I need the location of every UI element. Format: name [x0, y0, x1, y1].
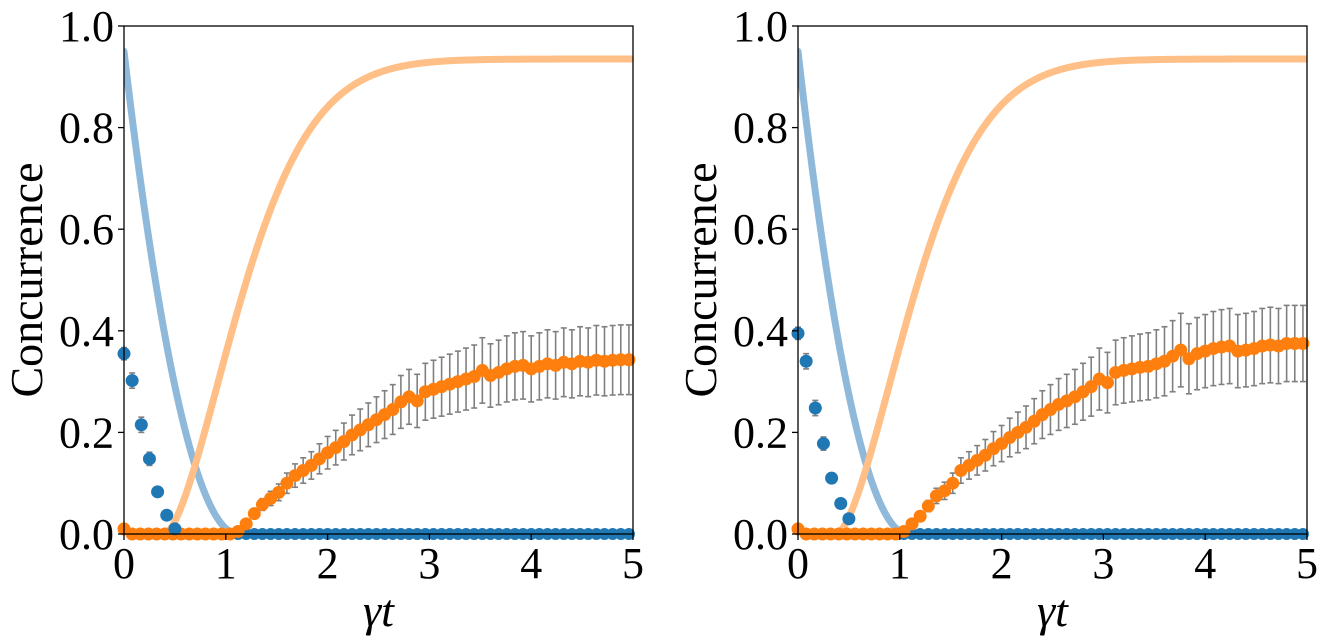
- x-tick-label: 1: [215, 539, 237, 588]
- blue-point: [842, 512, 856, 526]
- orange-point: [272, 485, 286, 499]
- x-tick-label: 2: [317, 539, 339, 588]
- orange-point: [247, 507, 261, 521]
- blue-point: [168, 522, 182, 536]
- orange-point: [231, 524, 245, 538]
- y-tick-label: 0.8: [733, 104, 788, 153]
- orange-point: [1174, 343, 1188, 357]
- x-tick-label: 2: [991, 539, 1013, 588]
- blue-point: [808, 401, 822, 415]
- y-tick-label: 1.0: [733, 2, 788, 51]
- x-tick-label: 1: [889, 539, 911, 588]
- x-tick-label: 4: [520, 539, 542, 588]
- y-tick-label: 0.4: [59, 307, 114, 356]
- theory-blue-line: [124, 47, 242, 534]
- orange-point: [622, 353, 636, 367]
- orange-point: [913, 509, 927, 523]
- y-tick-label: 0.6: [733, 205, 788, 254]
- blue-point: [160, 508, 174, 522]
- x-tick-label: 3: [418, 539, 440, 588]
- plot-area: [798, 47, 1307, 534]
- orange-point: [897, 524, 911, 538]
- orange-point: [239, 517, 253, 531]
- blue-point: [134, 418, 148, 432]
- blue-point: [125, 374, 139, 388]
- blue-point: [151, 485, 165, 499]
- plot-area: [124, 47, 633, 534]
- blue-point: [142, 452, 156, 466]
- x-tick-label: 0: [787, 539, 809, 588]
- x-tick-label: 3: [1092, 539, 1114, 588]
- y-tick-label: 1.0: [59, 2, 114, 51]
- theory-orange-line: [833, 55, 1307, 534]
- theory-orange-line: [161, 55, 633, 534]
- y-tick-label: 0.4: [733, 307, 788, 356]
- blue-point: [799, 354, 813, 368]
- blue-point: [834, 497, 848, 511]
- orange-point: [1100, 376, 1114, 390]
- axes-frame: [797, 25, 1308, 535]
- orange-point: [921, 499, 935, 513]
- y-tick-label: 0.0: [59, 510, 114, 559]
- y-tick-label: 0.6: [59, 205, 114, 254]
- x-tick-label: 5: [622, 539, 644, 588]
- y-tick-label: 0.2: [733, 408, 788, 457]
- orange-point: [386, 403, 400, 417]
- orange-point: [280, 476, 294, 490]
- axes-frame: [123, 25, 634, 535]
- y-tick-label: 0.0: [733, 510, 788, 559]
- y-tick-label: 0.8: [59, 104, 114, 153]
- blue-point: [825, 471, 839, 485]
- x-tick-label: 4: [1194, 539, 1216, 588]
- x-axis-title: γt: [1037, 585, 1069, 636]
- x-tick-label: 0: [113, 539, 135, 588]
- y-axis-title: Concurrence: [675, 163, 726, 398]
- blue-point: [816, 437, 830, 451]
- orange-point: [946, 476, 960, 490]
- orange-point: [410, 394, 424, 408]
- orange-point: [1084, 380, 1098, 394]
- x-axis-title: γt: [363, 585, 395, 636]
- y-axis-title: Concurrence: [1, 163, 52, 398]
- theory-blue-line: [798, 47, 912, 534]
- orange-point: [905, 517, 919, 531]
- chart-panel-right: 0.0 0.2 0.4 0.6 0.8 1.0 0 1 2 3 4 5 Concurrence γt: [675, 2, 1318, 636]
- orange-point: [938, 484, 952, 498]
- y-tick-label: 0.2: [59, 408, 114, 457]
- orange-point: [1296, 337, 1310, 350]
- x-tick-label: 5: [1296, 539, 1318, 588]
- chart-panel-left: 0.0 0.2 0.4 0.6 0.8 1.0 0 1 2 3 4 5 Concurrence γt: [1, 2, 644, 636]
